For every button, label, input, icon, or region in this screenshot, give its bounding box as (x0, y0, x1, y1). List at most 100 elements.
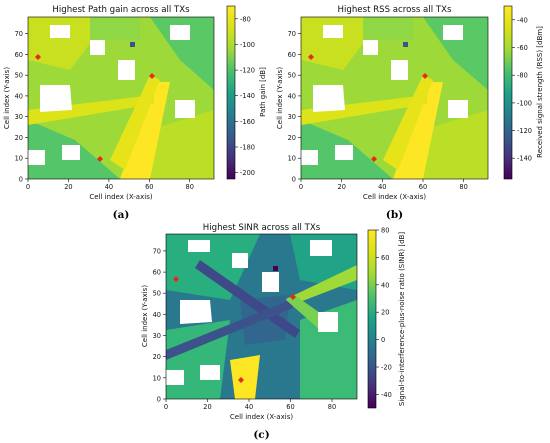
panel-c-tx-2 (290, 294, 296, 300)
x-tick-label: 20 (203, 403, 211, 411)
panel-b-colorbar: -40 -60 -80 -100 -120 -140 Received sign… (503, 5, 544, 180)
panel-c: Highest SINR across all TXs (141, 223, 406, 441)
panel-c-colorbar: 80 60 40 20 0 -20 -40 Signal-to-interfer… (367, 227, 406, 409)
panel-b-building (443, 25, 463, 40)
panel-b-frame (300, 16, 489, 180)
panel-b-building (323, 25, 343, 38)
cbar-tick-label: -140 (240, 92, 255, 100)
panel-a-xticks: 0 20 40 60 80 (26, 179, 194, 191)
cbar-tick-label: -140 (517, 155, 532, 163)
y-tick-label: 50 (288, 72, 296, 80)
panel-a-title: Highest Path gain across all TXs (52, 5, 190, 15)
panel-a-heatmap (28, 17, 214, 179)
y-tick-label: 0 (292, 176, 296, 184)
cbar-tick-label: -180 (240, 144, 255, 152)
panel-a-building (40, 85, 72, 112)
panel-c-bright (230, 355, 260, 399)
panel-b-tx-2 (422, 73, 428, 79)
panel-c-heatmap (166, 234, 357, 399)
panel-a-xlabel: Cell index (X-axis) (89, 193, 152, 201)
x-tick-label: 40 (105, 183, 113, 191)
y-tick-label: 60 (15, 51, 23, 59)
panel-b-ylabel: Cell index (Y-axis) (276, 67, 284, 129)
panel-b-xlabel: Cell index (X-axis) (363, 193, 426, 201)
cbar-tick-label: 0 (381, 336, 385, 344)
panel-a-colorbar-gradient (226, 5, 236, 180)
y-tick-label: 20 (288, 134, 296, 142)
x-tick-label: 80 (328, 403, 336, 411)
panel-c-building (180, 300, 212, 324)
cbar-tick-label: -200 (240, 169, 255, 177)
y-tick-label: 20 (15, 134, 23, 142)
panel-b-building (363, 40, 378, 55)
panel-b-xticks: 0 20 40 60 80 (299, 179, 468, 191)
cbar-tick-label: -40 (517, 16, 528, 24)
panel-c-colorbar-label: Signal-to-interference-plus-noise ratio … (398, 232, 406, 406)
panel-a-beam (120, 82, 170, 179)
y-tick-label: 30 (288, 113, 296, 121)
cbar-tick-label: -160 (240, 118, 255, 126)
y-tick-label: 70 (288, 30, 296, 38)
panel-b-colorbar-label: Received signal strength (RSS) [dBm] (536, 26, 544, 158)
x-tick-label: 60 (286, 403, 294, 411)
panel-c-building (310, 240, 332, 256)
y-tick-label: 70 (15, 30, 23, 38)
panel-a: Highest Path gain across all TXs (3, 5, 267, 221)
x-tick-label: 80 (459, 183, 467, 191)
panel-a-building (62, 145, 80, 160)
panel-a-building (28, 150, 45, 165)
y-tick-label: 50 (153, 290, 161, 298)
panel-a-tx-3 (97, 156, 103, 162)
y-tick-label: 20 (153, 353, 161, 361)
panel-a-region (90, 17, 140, 40)
panel-b-transmitters (308, 54, 428, 162)
panel-a-tx-1 (35, 54, 41, 60)
panel-b-beam (393, 82, 443, 179)
panel-a-region (150, 17, 214, 90)
cbar-tick-label: -100 (517, 99, 532, 107)
panel-c-building (318, 312, 338, 332)
cbar-tick-label: -80 (517, 72, 528, 80)
x-tick-label: 0 (26, 183, 30, 191)
y-tick-label: 50 (15, 72, 23, 80)
panel-c-caption: (c) (253, 429, 269, 441)
panel-c-frame (165, 233, 358, 400)
panel-c-title: Highest SINR across all TXs (203, 223, 321, 233)
panel-a-building (90, 40, 105, 55)
x-tick-label: 40 (245, 403, 253, 411)
x-tick-label: 0 (299, 183, 303, 191)
panel-c-building (232, 253, 248, 268)
cbar-tick-label: -80 (240, 15, 251, 23)
x-tick-label: 60 (419, 183, 427, 191)
panel-b-region (363, 17, 413, 40)
panel-a-beam (28, 95, 154, 125)
panel-a-frame (27, 16, 215, 180)
panel-c-tx-3 (238, 377, 244, 383)
cbar-tick-label: 40 (381, 281, 389, 289)
x-tick-label: 60 (145, 183, 153, 191)
panel-c-yticks: 0 10 20 30 40 50 60 70 (153, 247, 166, 404)
panel-a-region (28, 17, 110, 70)
panel-b-colorbar-gradient (503, 5, 513, 180)
x-tick-label: 0 (164, 403, 168, 411)
y-tick-label: 0 (157, 396, 161, 404)
panel-b-building (335, 145, 353, 160)
panel-a-building (175, 100, 195, 118)
x-tick-label: 80 (186, 183, 194, 191)
panel-c-ylabel: Cell index (Y-axis) (141, 285, 149, 347)
y-tick-label: 60 (153, 269, 161, 277)
panel-c-beam (166, 300, 293, 360)
panel-b-tx-3 (371, 156, 377, 162)
panel-c-shadow (273, 266, 278, 271)
panel-c-building (262, 272, 279, 292)
panel-b-tx-1 (308, 54, 314, 60)
panel-b-shadow (403, 42, 408, 47)
panel-a-building (170, 25, 190, 40)
panel-c-building (188, 240, 210, 252)
panel-b-building (301, 150, 318, 165)
panel-a-beam (110, 75, 160, 170)
panel-a-caption: (a) (113, 209, 130, 221)
y-tick-label: 10 (15, 155, 23, 163)
x-tick-label: 20 (338, 183, 346, 191)
